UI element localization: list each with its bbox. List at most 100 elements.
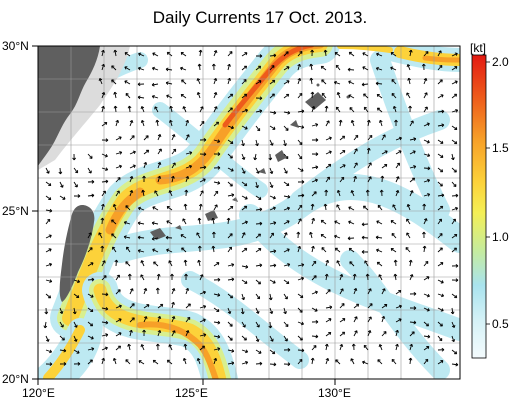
current-arrow xyxy=(227,349,234,352)
current-arrow-head xyxy=(273,362,277,367)
current-arrow-head xyxy=(101,92,106,96)
current-arrow xyxy=(361,237,369,239)
current-arrow-head xyxy=(406,232,410,236)
current-arrow xyxy=(437,194,444,197)
current-arrow-head xyxy=(328,136,332,140)
current-arrow-head xyxy=(426,346,430,350)
current-arrow-head xyxy=(369,134,373,139)
current-arrow-head xyxy=(125,261,129,265)
current-arrow-head xyxy=(340,288,344,292)
current-arrow xyxy=(379,120,383,127)
current-arrow xyxy=(180,67,187,71)
current-arrow-head xyxy=(300,321,304,326)
current-arrow-head xyxy=(320,233,324,238)
current-arrow xyxy=(324,49,327,57)
current-arrow-head xyxy=(202,178,206,182)
current-arrow xyxy=(87,335,94,340)
current-arrow-head xyxy=(185,287,190,291)
current-arrow xyxy=(227,78,231,85)
current-arrow-head xyxy=(88,170,92,174)
current-arrow-head xyxy=(451,339,456,343)
current-arrow xyxy=(350,358,355,365)
current-arrow xyxy=(227,107,233,113)
current-arrow-head xyxy=(118,304,122,309)
current-arrow-head xyxy=(410,120,414,124)
current-arrow-head xyxy=(242,324,246,328)
current-arrow xyxy=(437,65,443,71)
current-arrow xyxy=(138,360,145,365)
current-arrow-head xyxy=(454,80,458,84)
current-arrow xyxy=(451,153,454,160)
current-arrow-head xyxy=(105,333,109,337)
current-arrow-head xyxy=(334,220,338,224)
current-arrow-head xyxy=(315,138,319,142)
current-arrow-head xyxy=(381,315,386,319)
current-arrow-head xyxy=(168,344,172,348)
current-arrow-head xyxy=(104,121,108,126)
current-arrow xyxy=(255,279,261,285)
current-arrow xyxy=(143,135,149,141)
current-arrow-head xyxy=(241,143,245,147)
current-arrow xyxy=(376,249,383,253)
current-arrow-head xyxy=(268,325,273,329)
current-arrow-head xyxy=(213,92,218,96)
current-arrow xyxy=(180,94,187,99)
current-arrow xyxy=(138,222,145,225)
current-arrow xyxy=(227,93,233,99)
current-arrow-head xyxy=(364,260,368,264)
current-arrow-head xyxy=(441,123,445,128)
current-arrow-head xyxy=(230,168,234,172)
current-arrow xyxy=(199,291,206,295)
current-arrow-head xyxy=(350,190,355,194)
current-arrow-head xyxy=(394,119,398,123)
current-arrow-head xyxy=(378,274,382,278)
current-arrow-head xyxy=(217,139,221,143)
current-arrow xyxy=(377,261,383,267)
current-arrow xyxy=(196,232,201,239)
current-arrow-head xyxy=(153,261,157,265)
current-arrow xyxy=(349,107,355,113)
current-arrow-head xyxy=(245,264,249,269)
current-arrow-head xyxy=(321,92,325,96)
current-arrow xyxy=(395,176,400,183)
current-arrow-head xyxy=(258,80,262,84)
current-arrow xyxy=(227,64,230,71)
current-arrow-head xyxy=(362,360,366,365)
current-arrow-head xyxy=(166,220,170,224)
current-arrow-head xyxy=(349,261,353,265)
current-arrow-head xyxy=(285,323,289,327)
current-arrow xyxy=(269,232,274,239)
current-arrow xyxy=(182,218,187,225)
current-arrow-head xyxy=(118,164,122,169)
current-arrow-head xyxy=(98,78,103,82)
current-arrow xyxy=(325,274,328,281)
current-arrow-head xyxy=(313,275,317,279)
current-arrow xyxy=(362,52,369,57)
current-arrow xyxy=(297,125,304,129)
current-arrow-head xyxy=(213,357,218,361)
current-arrow-head xyxy=(365,189,370,193)
current-arrow-head xyxy=(315,165,319,170)
current-arrow xyxy=(87,278,95,281)
current-arrow-head xyxy=(189,164,193,169)
current-arrow xyxy=(409,274,413,281)
current-arrow-head xyxy=(230,93,234,97)
current-arrow xyxy=(241,265,248,268)
current-arrow-head xyxy=(241,297,246,301)
current-arrow-head xyxy=(63,362,67,366)
current-arrow xyxy=(45,219,51,225)
lat-label-30n: 30°N xyxy=(2,39,29,53)
current-arrow xyxy=(376,220,383,225)
current-arrow-head xyxy=(137,249,141,253)
current-arrow-head xyxy=(334,247,338,251)
current-arrow-head xyxy=(48,182,52,187)
current-arrow-head xyxy=(132,150,136,155)
current-arrow xyxy=(199,178,206,183)
current-arrow-head xyxy=(244,93,248,97)
current-arrow xyxy=(349,51,355,57)
current-arrow-head xyxy=(245,360,249,365)
current-arrow xyxy=(157,162,161,169)
current-arrow xyxy=(297,93,303,99)
current-arrow-head xyxy=(272,351,276,355)
current-arrow xyxy=(335,247,341,253)
